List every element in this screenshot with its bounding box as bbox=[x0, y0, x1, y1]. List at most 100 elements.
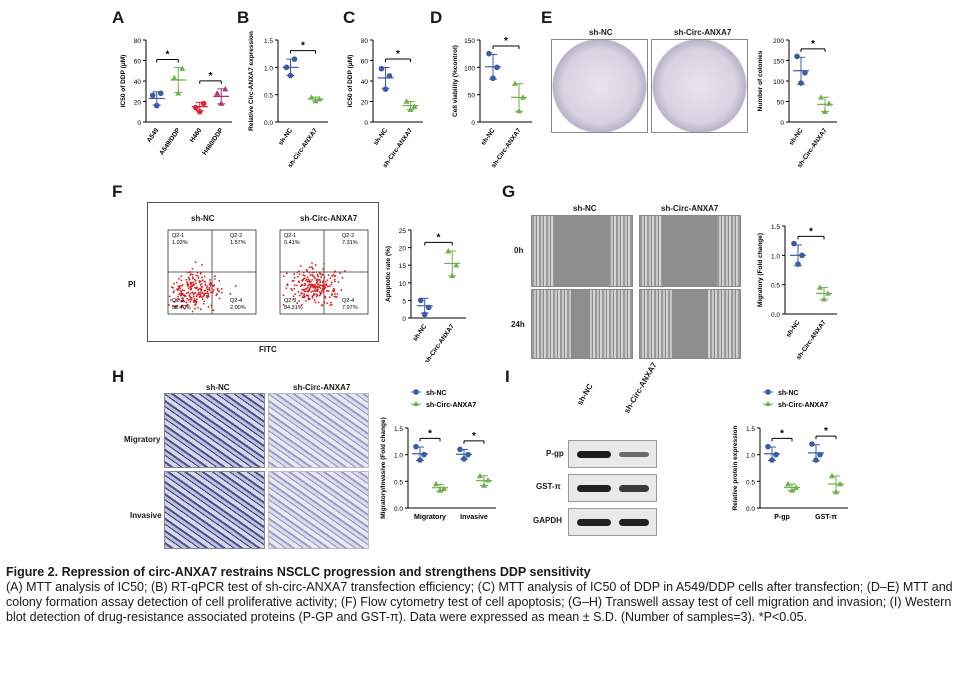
flow-event bbox=[186, 271, 189, 274]
flow-event bbox=[193, 292, 196, 295]
flow-event bbox=[309, 284, 312, 287]
data-point bbox=[453, 262, 460, 268]
colony-dish-sh-circ bbox=[651, 39, 748, 133]
flow-event bbox=[296, 284, 298, 287]
y-tick-label: 25 bbox=[399, 228, 407, 235]
flow-event bbox=[330, 283, 333, 286]
figure-caption: Figure 2. Repression of circ-ANXA7 restr… bbox=[6, 565, 968, 625]
flow-event bbox=[199, 280, 202, 283]
flow-event bbox=[323, 262, 326, 265]
flow-event bbox=[330, 301, 332, 304]
data-point bbox=[316, 95, 323, 102]
flow-event bbox=[187, 287, 190, 290]
flow-event bbox=[311, 262, 313, 264]
data-point bbox=[785, 480, 791, 487]
flow-event bbox=[172, 291, 175, 294]
data-point bbox=[200, 100, 207, 107]
flow-event bbox=[206, 285, 209, 288]
flow-event bbox=[189, 285, 192, 288]
flow-event bbox=[183, 294, 186, 297]
flow-event bbox=[315, 281, 318, 284]
blot-gst bbox=[568, 474, 657, 502]
flow-event bbox=[328, 296, 331, 299]
h-label-sh-nc: sh-NC bbox=[206, 383, 230, 392]
flow-event bbox=[181, 305, 184, 308]
flow-event bbox=[218, 280, 221, 282]
data-point bbox=[765, 443, 771, 450]
y-tick-label: 1.5 bbox=[394, 426, 403, 433]
flow-event bbox=[323, 276, 326, 279]
flow-event bbox=[310, 290, 313, 293]
y-tick-label: 20 bbox=[134, 100, 142, 107]
panel-letter-e: E bbox=[541, 8, 553, 27]
significance-star: * bbox=[301, 41, 305, 52]
flow-event bbox=[188, 294, 191, 296]
quadrant-label: Q2-4 bbox=[230, 298, 242, 304]
flow-event bbox=[198, 296, 201, 298]
flow-event bbox=[196, 275, 199, 277]
significance-star: * bbox=[209, 71, 213, 82]
flow-event bbox=[337, 281, 340, 284]
flow-event bbox=[193, 278, 196, 281]
flow-event bbox=[286, 284, 289, 286]
data-point bbox=[445, 247, 452, 254]
data-point bbox=[799, 252, 805, 259]
y-tick-label: 50 bbox=[468, 93, 476, 100]
chart-i: 0.0 0.5 1.0 1.5 Relative protein expression P… bbox=[732, 389, 848, 521]
flow-event bbox=[308, 289, 311, 291]
data-point bbox=[413, 443, 419, 450]
legend-label: sh-NC bbox=[778, 390, 799, 397]
flow-event bbox=[314, 301, 317, 304]
y-tick-label: 40 bbox=[134, 79, 142, 86]
flow-event bbox=[321, 284, 324, 287]
flow-event bbox=[203, 280, 206, 283]
flow-event bbox=[311, 274, 314, 276]
flow-event bbox=[220, 287, 223, 290]
flow-event bbox=[179, 292, 182, 295]
flow-event bbox=[201, 279, 204, 282]
flow-event bbox=[317, 288, 319, 291]
flow-event bbox=[318, 278, 321, 281]
data-point bbox=[437, 487, 443, 493]
flow-event bbox=[189, 296, 192, 299]
flow-event bbox=[293, 287, 296, 290]
flow-event bbox=[181, 292, 184, 295]
flow-event bbox=[213, 284, 216, 287]
flow-event bbox=[201, 292, 203, 295]
flow-event bbox=[312, 268, 314, 270]
quadrant-label: Q2-2 bbox=[342, 233, 354, 239]
flow-event bbox=[319, 291, 321, 294]
flow-event bbox=[181, 289, 184, 291]
blot-label-gst: GST-π bbox=[536, 482, 561, 491]
flow-event bbox=[203, 289, 206, 292]
flow-event bbox=[203, 300, 206, 303]
blot-pgp bbox=[568, 440, 657, 468]
flow-event bbox=[285, 287, 288, 290]
significance-star: * bbox=[824, 426, 828, 437]
data-point bbox=[494, 64, 500, 71]
flow-event bbox=[186, 283, 189, 286]
flow-event bbox=[316, 279, 319, 281]
data-point bbox=[809, 441, 815, 447]
flow-event bbox=[294, 293, 296, 296]
flow-event bbox=[293, 273, 296, 275]
quadrant-label: 0.41% bbox=[284, 240, 300, 246]
y-tick-label: 0.0 bbox=[771, 312, 780, 319]
g-label-sh-nc: sh-NC bbox=[573, 204, 597, 213]
flow-event bbox=[311, 271, 314, 274]
y-tick-label: 0.0 bbox=[394, 506, 403, 513]
flow-event bbox=[308, 283, 310, 286]
flow-event bbox=[316, 274, 319, 277]
category-label: sh-NC bbox=[372, 127, 389, 147]
flow-event bbox=[301, 279, 303, 282]
flow-event bbox=[234, 285, 237, 287]
data-point bbox=[794, 53, 800, 60]
category-label: A549 bbox=[146, 127, 161, 144]
flow-event bbox=[333, 278, 336, 281]
i-label-sh-nc: sh-NC bbox=[575, 382, 595, 407]
flow-event bbox=[185, 292, 188, 295]
flow-event bbox=[333, 271, 336, 273]
flow-event bbox=[298, 273, 301, 276]
